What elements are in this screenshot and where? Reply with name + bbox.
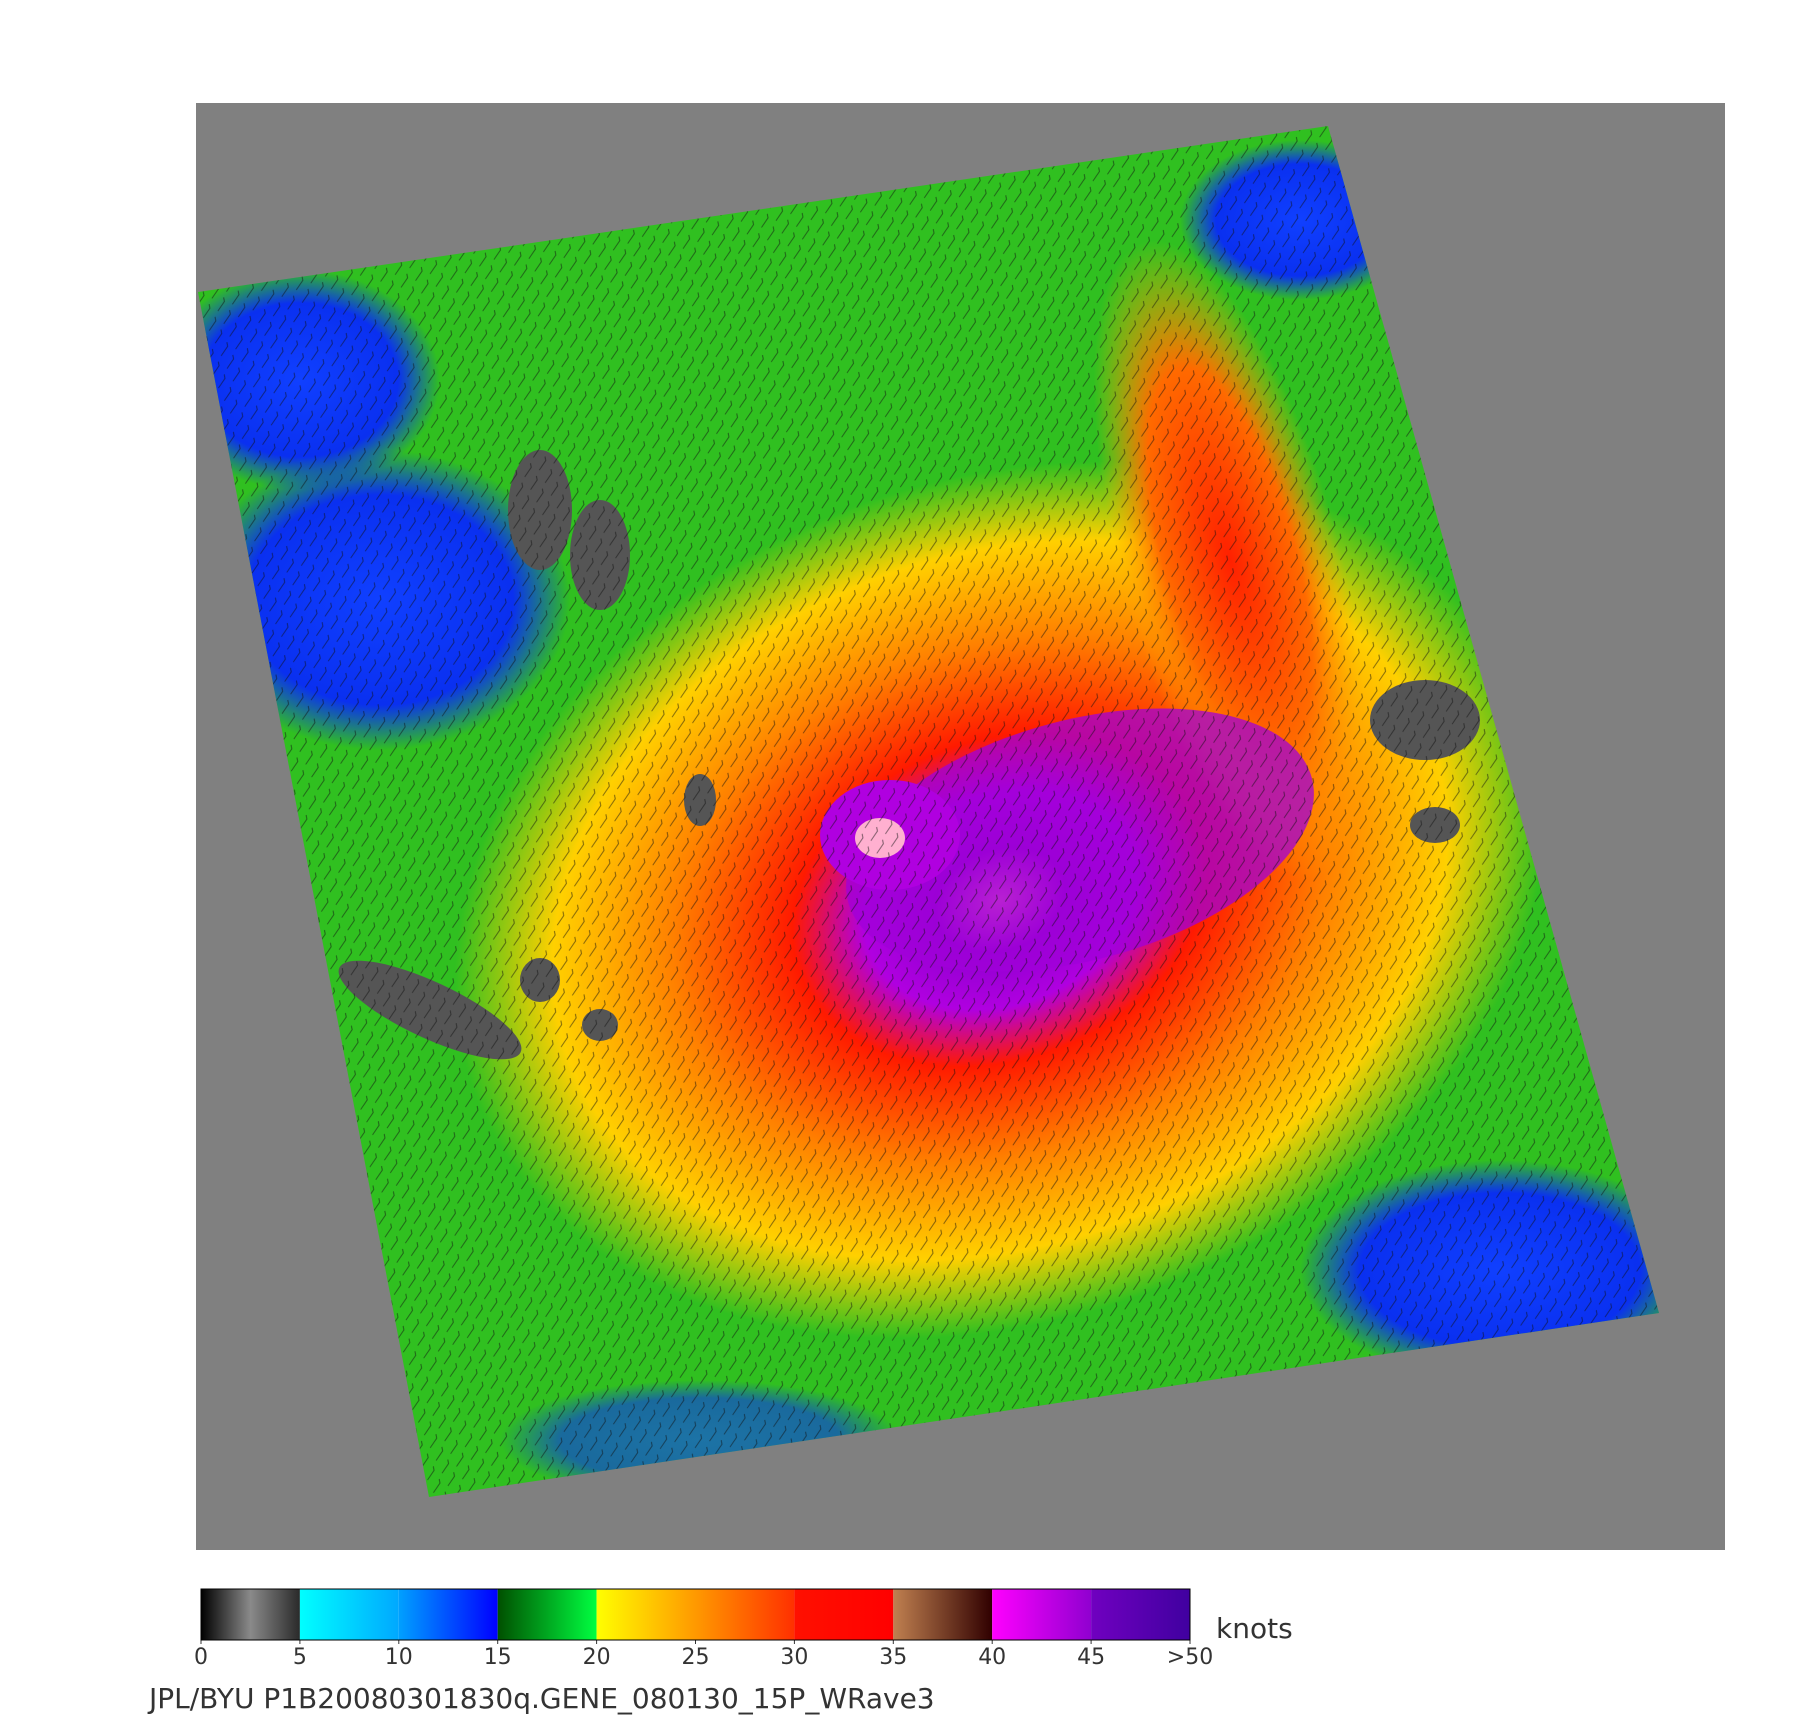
colorbar-segment xyxy=(1091,1589,1190,1640)
colorbar-tick-label: 35 xyxy=(879,1645,907,1670)
colorbar-tick-label: 0 xyxy=(194,1645,208,1670)
colorbar-segment xyxy=(398,1589,498,1640)
colorbar-tick-label: 15 xyxy=(484,1645,512,1670)
footer: JPL/BYU P1B20080301830q.GENE_080130_15P_… xyxy=(147,1682,935,1715)
colorbar-tick-label: 30 xyxy=(780,1645,808,1670)
colorbar-frame xyxy=(200,1588,1191,1641)
colorbar-segment xyxy=(893,1589,993,1640)
colorbar-segment xyxy=(497,1589,597,1640)
colorbar-tick-label: 25 xyxy=(682,1645,710,1670)
colorbar-segment xyxy=(695,1589,795,1640)
colorbar-tick-label: >50 xyxy=(1167,1645,1213,1670)
colorbar-tick-label: 10 xyxy=(385,1645,413,1670)
colorbar: 0 5 10 15 20 25 30 35 40 >50 45 xyxy=(194,1588,1213,1670)
colorbar-segment xyxy=(201,1589,300,1640)
colorbar-tick-label: 20 xyxy=(583,1645,611,1670)
colorbar-segment xyxy=(794,1589,894,1640)
colorbar-tick-label: 40 xyxy=(978,1645,1006,1670)
colorbar-segment xyxy=(596,1589,696,1640)
colorbar-unit: knots xyxy=(1216,1612,1293,1645)
colorbar-segment xyxy=(992,1589,1092,1640)
colorbar-segment xyxy=(299,1589,399,1640)
colorbar-tick-label: 45 xyxy=(1077,1645,1105,1670)
colorbar-tick-label: 5 xyxy=(293,1645,307,1670)
